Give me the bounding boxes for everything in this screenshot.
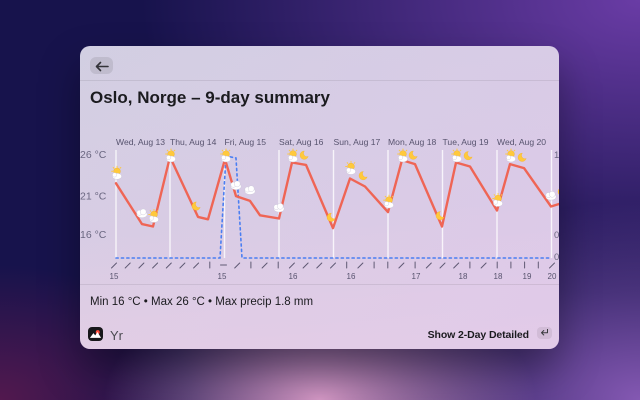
- svg-text:Wed, Aug 13: Wed, Aug 13: [116, 137, 165, 147]
- svg-text:18: 18: [459, 272, 468, 281]
- svg-text:1.8: 1.8: [554, 150, 559, 161]
- svg-text:20: 20: [548, 272, 557, 281]
- svg-text:Wed, Aug 20: Wed, Aug 20: [497, 137, 546, 147]
- svg-text:Tue, Aug 19: Tue, Aug 19: [443, 137, 489, 147]
- svg-text:0.9: 0.9: [554, 230, 559, 241]
- svg-text:15: 15: [218, 272, 227, 281]
- svg-text:18: 18: [494, 272, 503, 281]
- svg-text:15: 15: [110, 272, 119, 281]
- svg-text:0: 0: [554, 252, 559, 263]
- svg-text:16: 16: [289, 272, 298, 281]
- svg-text:19: 19: [523, 272, 532, 281]
- svg-text:21 °C: 21 °C: [80, 191, 107, 203]
- svg-text:16: 16: [347, 272, 356, 281]
- svg-text:Thu, Aug 14: Thu, Aug 14: [170, 137, 217, 147]
- svg-text:Mon, Aug 18: Mon, Aug 18: [388, 137, 436, 147]
- svg-text:26 °C: 26 °C: [80, 149, 107, 161]
- svg-text:Sat, Aug 16: Sat, Aug 16: [279, 137, 324, 147]
- svg-text:Sun, Aug 17: Sun, Aug 17: [334, 137, 381, 147]
- svg-text:Fri, Aug 15: Fri, Aug 15: [225, 137, 267, 147]
- svg-text:16 °C: 16 °C: [80, 229, 107, 241]
- svg-text:17: 17: [412, 272, 421, 281]
